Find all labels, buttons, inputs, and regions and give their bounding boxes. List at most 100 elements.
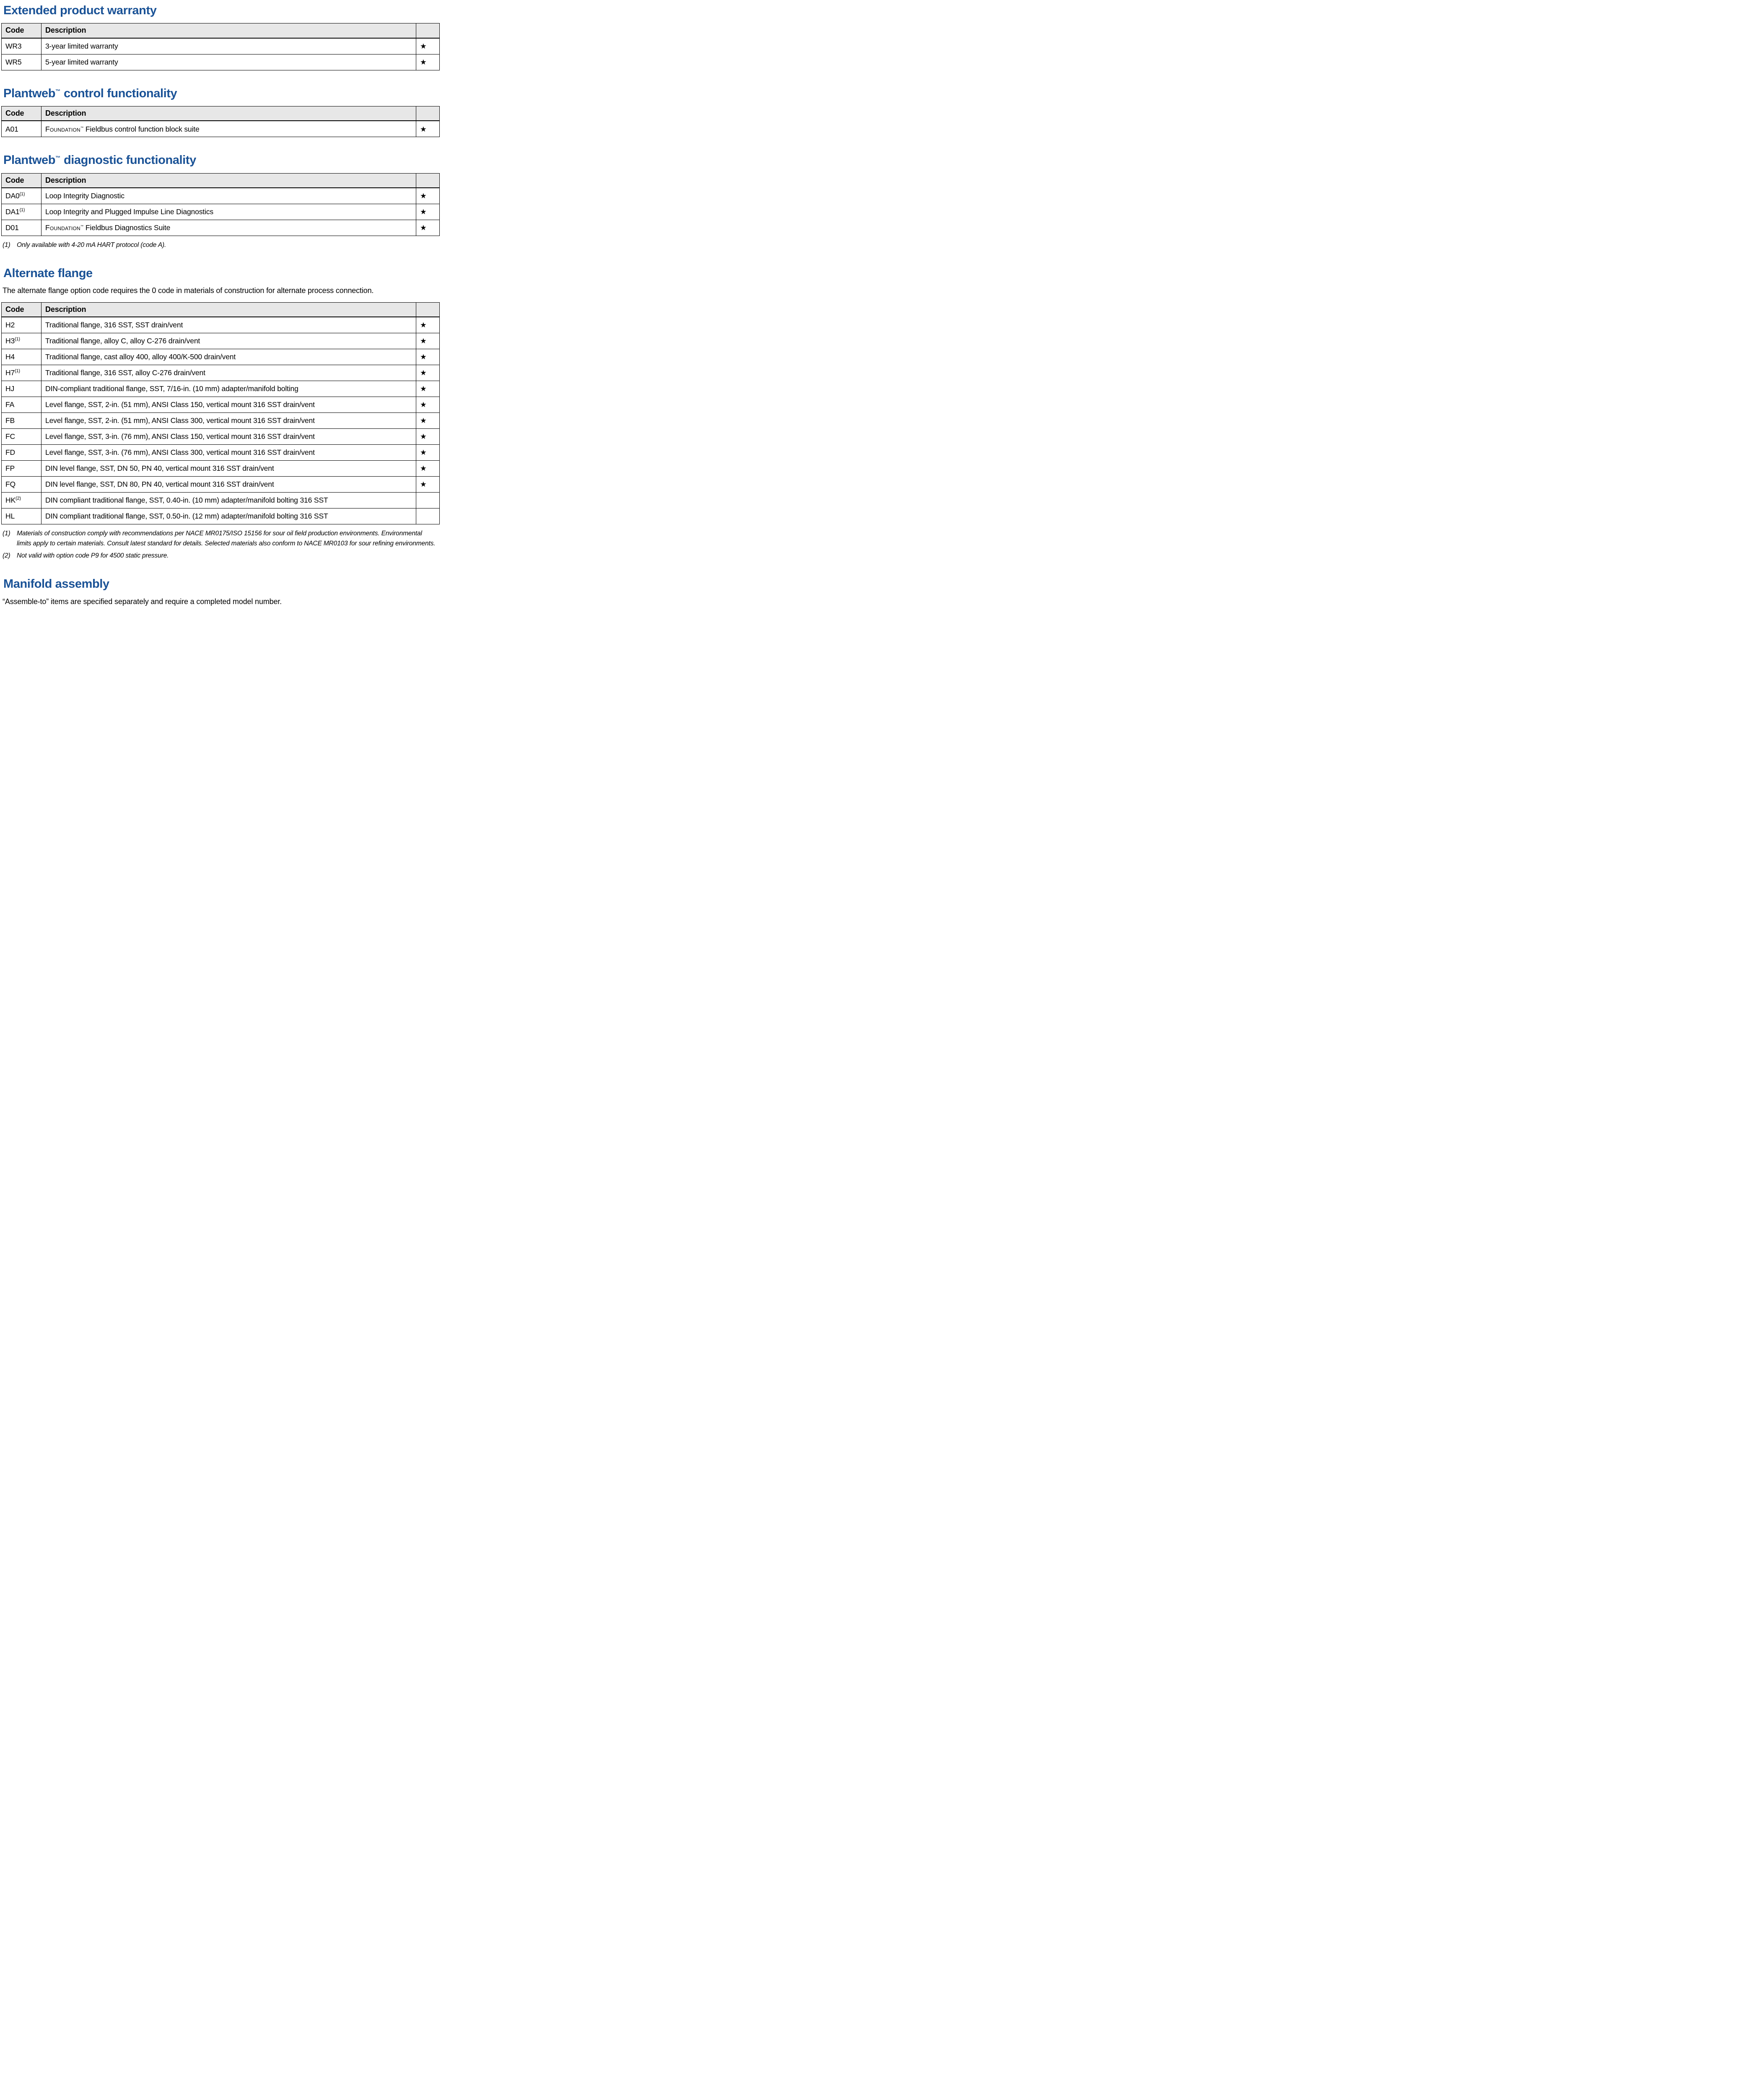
code-cell: WR5 (1, 54, 42, 70)
code-cell: H3(1) (1, 333, 42, 350)
star-cell: ★ (416, 397, 440, 413)
description-cell: Traditional flange, 316 SST, SST drain/v… (41, 316, 416, 334)
table-header-row: Code Description (1, 106, 440, 122)
code-cell: HK(2) (1, 492, 42, 509)
description-cell: DIN level flange, SST, DN 80, PN 40, ver… (41, 476, 416, 493)
star-cell: ★ (416, 460, 440, 477)
description-cell: 5-year limited warranty (41, 54, 416, 70)
description-cell: Level flange, SST, 2-in. (51 mm), ANSI C… (41, 412, 416, 429)
trademark-symbol: ™ (55, 155, 61, 161)
description-cell: Foundation™ Fieldbus control function bl… (41, 120, 416, 137)
star-cell: ★ (416, 333, 440, 350)
column-header-code: Code (1, 173, 42, 189)
code-cell: H4 (1, 349, 42, 366)
description-cell: Level flange, SST, 3-in. (76 mm), ANSI C… (41, 444, 416, 461)
column-header-description: Description (41, 23, 416, 39)
manifold-assembly-intro: “Assemble-to” items are specified separa… (3, 597, 282, 606)
footnote-reference: (1) (19, 192, 25, 197)
column-header-star (416, 23, 440, 39)
diagnostic-functionality-table: Code Description DA0(1) Loop Integrity D… (1, 173, 440, 236)
footnote: (1) Materials of construction comply wit… (3, 529, 440, 549)
table-row: FP DIN level flange, SST, DN 50, PN 40, … (1, 460, 440, 477)
star-cell: ★ (416, 220, 440, 236)
footnote-reference: (1) (15, 368, 20, 374)
star-cell: ★ (416, 412, 440, 429)
control-functionality-table: Code Description A01 Foundation™ Fieldbu… (1, 106, 440, 137)
code-cell: H7(1) (1, 365, 42, 381)
column-header-description: Description (41, 302, 416, 318)
star-cell: ★ (416, 38, 440, 54)
table-row: D01 Foundation™ Fieldbus Diagnostics Sui… (1, 220, 440, 236)
footnote: (2) Not valid with option code P9 for 45… (3, 551, 440, 561)
column-header-star (416, 173, 440, 189)
column-header-star (416, 302, 440, 318)
description-cell: Level flange, SST, 2-in. (51 mm), ANSI C… (41, 397, 416, 413)
section-title-control-functionality: Plantweb™ control functionality (3, 86, 177, 100)
star-cell: ★ (416, 428, 440, 445)
trademark-symbol: ™ (80, 125, 84, 130)
table-row: WR3 3-year limited warranty ★ (1, 38, 440, 54)
star-cell: ★ (416, 349, 440, 366)
footnotes-alternate-flange: (1) Materials of construction comply wit… (3, 529, 440, 561)
description-cell: DIN-compliant traditional flange, SST, 7… (41, 381, 416, 397)
table-row: DA1(1) Loop Integrity and Plugged Impuls… (1, 204, 440, 220)
table-row: FA Level flange, SST, 2-in. (51 mm), ANS… (1, 397, 440, 413)
code-cell: WR3 (1, 38, 42, 54)
table-row: HL DIN compliant traditional flange, SST… (1, 508, 440, 525)
description-cell: Traditional flange, 316 SST, alloy C-276… (41, 365, 416, 381)
description-cell: Foundation™ Fieldbus Diagnostics Suite (41, 220, 416, 236)
table-row: A01 Foundation™ Fieldbus control functio… (1, 120, 440, 137)
table-row: WR5 5-year limited warranty ★ (1, 54, 440, 70)
description-cell: 3-year limited warranty (41, 38, 416, 54)
table-row: FD Level flange, SST, 3-in. (76 mm), ANS… (1, 444, 440, 461)
star-cell: ★ (416, 54, 440, 70)
trademark-symbol: ™ (80, 224, 84, 228)
table-header-row: Code Description (1, 173, 440, 189)
star-cell: ★ (416, 444, 440, 461)
section-title-extended-warranty: Extended product warranty (3, 4, 157, 17)
footnote-text: Only available with 4-20 mA HART protoco… (17, 241, 166, 249)
star-cell: ★ (416, 476, 440, 493)
description-cell: Loop Integrity and Plugged Impulse Line … (41, 204, 416, 220)
star-cell: ★ (416, 381, 440, 397)
column-header-code: Code (1, 23, 42, 39)
footnote-number: (2) (3, 552, 10, 560)
description-cell: Traditional flange, alloy C, alloy C-276… (41, 333, 416, 350)
section-title-manifold-assembly: Manifold assembly (3, 577, 109, 591)
star-cell: ★ (416, 204, 440, 220)
star-cell (416, 492, 440, 509)
table-row: H2 Traditional flange, 316 SST, SST drai… (1, 316, 440, 334)
description-cell: Traditional flange, cast alloy 400, allo… (41, 349, 416, 366)
section-title-diagnostic-functionality: Plantweb™ diagnostic functionality (3, 153, 196, 167)
table-row: H7(1) Traditional flange, 316 SST, alloy… (1, 365, 440, 381)
document-page: Extended product warranty Code Descripti… (0, 0, 441, 617)
trademark-symbol: ™ (55, 88, 61, 94)
table-header-row: Code Description (1, 302, 440, 318)
table-row: FQ DIN level flange, SST, DN 80, PN 40, … (1, 476, 440, 493)
description-cell: Level flange, SST, 3-in. (76 mm), ANSI C… (41, 428, 416, 445)
footnote: (1) Only available with 4-20 mA HART pro… (3, 240, 440, 250)
table-row: HK(2) DIN compliant traditional flange, … (1, 492, 440, 509)
table-row: HJ DIN-compliant traditional flange, SST… (1, 381, 440, 397)
footnote-reference: (2) (16, 496, 21, 501)
star-cell: ★ (416, 187, 440, 205)
alternate-flange-intro: The alternate flange option code require… (3, 286, 374, 295)
code-cell: FB (1, 412, 42, 429)
description-cell: Loop Integrity Diagnostic (41, 187, 416, 205)
column-header-star (416, 106, 440, 122)
footnote-text: Materials of construction comply with re… (17, 530, 436, 547)
description-cell: DIN compliant traditional flange, SST, 0… (41, 492, 416, 509)
column-header-code: Code (1, 302, 42, 318)
code-cell: FD (1, 444, 42, 461)
code-cell: HJ (1, 381, 42, 397)
star-cell (416, 508, 440, 525)
footnote-reference: (1) (15, 337, 20, 342)
code-cell: FC (1, 428, 42, 445)
code-cell: FP (1, 460, 42, 477)
code-cell: DA1(1) (1, 204, 42, 220)
section-title-alternate-flange: Alternate flange (3, 267, 93, 280)
footnote-number: (1) (3, 530, 10, 537)
description-cell: DIN level flange, SST, DN 50, PN 40, ver… (41, 460, 416, 477)
warranty-table: Code Description WR3 3-year limited warr… (1, 23, 440, 70)
star-cell: ★ (416, 120, 440, 137)
